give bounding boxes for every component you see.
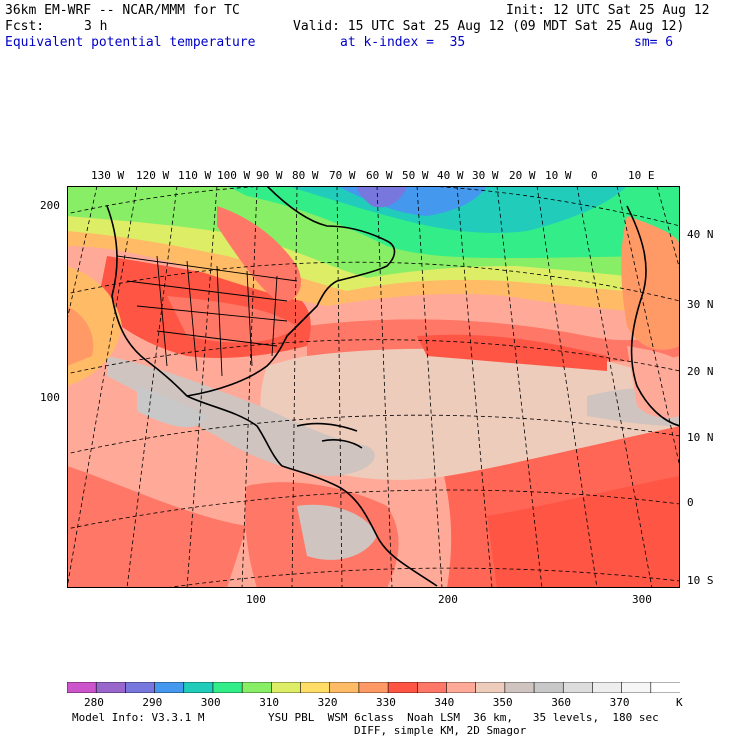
longitude-label: 130 W (91, 169, 125, 182)
longitude-label: 80 W (292, 169, 319, 182)
init-time: Init: 12 UTC Sat 25 Aug 12 (506, 3, 710, 18)
longitude-label: 10 W (545, 169, 572, 182)
colorbar-cell (183, 682, 214, 693)
model-info: Model Info: V3.3.1 M (72, 711, 205, 724)
forecast-label: Fcst: (5, 19, 45, 34)
longitude-label: 110 W (178, 169, 212, 182)
coastline (186, 280, 338, 397)
physics-info: YSU PBL WSM 6class Noah LSM 36 km, 35 le… (268, 711, 659, 724)
meridian-line (456, 186, 493, 588)
latitude-label: 0 (687, 496, 694, 509)
colorbar-label: 310 (259, 696, 280, 709)
meridian-line (616, 186, 680, 470)
grid-x-label: 200 (438, 593, 458, 606)
map-frame (67, 186, 680, 588)
grid-y-label: 200 (40, 199, 60, 212)
smoothing: sm= 6 (634, 35, 674, 50)
longitude-label: 120 W (136, 169, 170, 182)
colorbar-label: 330 (376, 696, 396, 709)
colorbar-cell (475, 682, 506, 693)
colorbar-label: 360 (551, 696, 572, 709)
state-boundary (116, 255, 298, 347)
colorbar-cell (67, 682, 97, 693)
theta-e-map (67, 186, 680, 588)
colorbar-cell (329, 682, 360, 693)
longitude-label: 20 W (509, 169, 536, 182)
field-name: Equivalent potential temperature (5, 35, 256, 50)
colorbar-cell (446, 682, 477, 693)
longitude-label: 40 W (437, 169, 464, 182)
colorbar-cell (504, 682, 535, 693)
meridian-line (126, 186, 178, 588)
coastline (106, 205, 283, 467)
field-region (217, 206, 301, 302)
coastline (266, 186, 396, 282)
field-region (487, 476, 680, 588)
meridian-line (67, 186, 138, 588)
colorbar-cell (241, 682, 272, 693)
colorbar-cell (650, 682, 680, 693)
colorbar-cell (621, 682, 652, 693)
longitude-label: 50 W (402, 169, 429, 182)
colorbar-cell (125, 682, 156, 693)
colorbar-cell (562, 682, 594, 693)
latitude-label: 10 S (687, 574, 714, 587)
field-region (357, 186, 407, 208)
colorbar-cell (533, 682, 564, 693)
field-region (627, 346, 680, 418)
longitude-label: 30 W (472, 169, 499, 182)
grid-y-label: 100 (40, 391, 60, 404)
longitude-label: 90 W (256, 169, 283, 182)
forecast-value: 3 h (84, 19, 108, 34)
latitude-label: 10 N (687, 431, 714, 444)
field-region (67, 306, 94, 366)
latitude-label: 40 N (687, 228, 714, 241)
model-title: 36km EM-WRF -- NCAR/MMM for TC (5, 3, 240, 18)
colorbar-cell (300, 682, 331, 693)
colorbar-label: 370 (609, 696, 630, 709)
colorbar-cell (95, 682, 126, 693)
field-region (137, 386, 207, 428)
longitude-label: 0 (591, 169, 598, 182)
meridian-line (536, 186, 598, 588)
coastline (281, 465, 438, 587)
colorbar-cell (387, 682, 418, 693)
colorbar-cell (212, 682, 243, 693)
level-index: at k-index = 35 (340, 35, 466, 50)
diffusion-info: DIFF, simple KM, 2D Smagor (354, 724, 527, 737)
colorbar-label: 340 (434, 696, 455, 709)
coastline (296, 422, 363, 449)
latitude-label: 20 N (687, 365, 714, 378)
meridian-line (496, 186, 543, 588)
longitude-label: 70 W (329, 169, 356, 182)
field-region (621, 216, 680, 350)
field-region (417, 334, 607, 371)
colorbar-label: 320 (317, 696, 338, 709)
colorbar-cell (592, 682, 623, 693)
colorbar-cell (358, 682, 389, 693)
longitude-label: 100 W (217, 169, 251, 182)
colorbar-unit: K (676, 696, 683, 709)
field-region (260, 342, 680, 480)
latitude-label: 30 N (687, 298, 714, 311)
colorbar-label: 350 (492, 696, 513, 709)
field-region (297, 504, 377, 560)
longitude-label: 60 W (366, 169, 393, 182)
colorbar-cell (271, 682, 302, 693)
grid-x-label: 300 (632, 593, 652, 606)
meridian-line (576, 186, 653, 588)
valid-time: Valid: 15 UTC Sat 25 Aug 12 (09 MDT Sat … (293, 19, 685, 34)
field-region (67, 466, 247, 588)
coastline (626, 205, 680, 427)
colorbar-label: 300 (200, 696, 221, 709)
grid-x-label: 100 (246, 593, 266, 606)
colorbar (67, 682, 680, 693)
colorbar-label: 280 (84, 696, 104, 709)
colorbar-label: 290 (142, 696, 163, 709)
longitude-label: 10 E (628, 169, 655, 182)
colorbar-cell (154, 682, 185, 693)
field-region (167, 296, 297, 343)
colorbar-cell (416, 682, 448, 693)
state-boundary (156, 255, 278, 377)
